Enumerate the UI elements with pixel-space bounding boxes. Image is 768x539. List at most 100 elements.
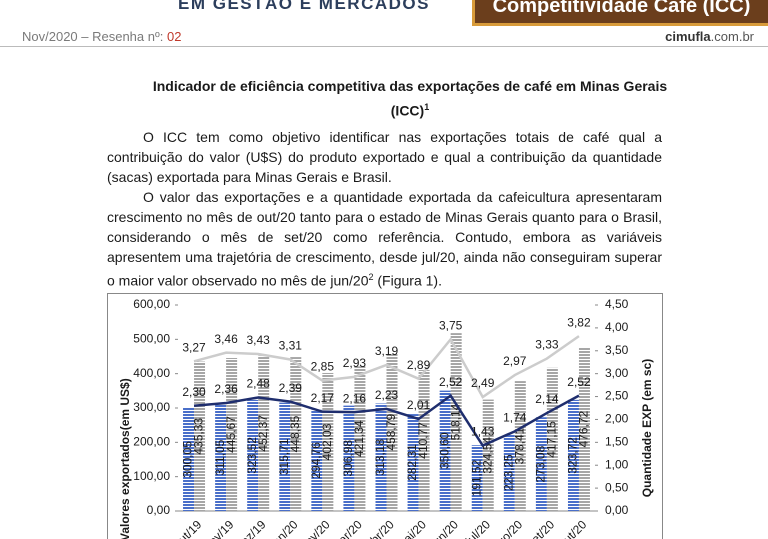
bar-value-label: 323,72 bbox=[566, 437, 580, 474]
badge: Competitividade Café (ICC) bbox=[472, 0, 768, 26]
brand: EM GESTÃO E MERCADOS bbox=[178, 0, 430, 13]
y-tick-label: 300,00 bbox=[133, 400, 170, 414]
x-tick-label: jun/20 bbox=[427, 517, 461, 539]
line-value-label: 2,16 bbox=[343, 391, 367, 405]
bar-value-label: 300,05 bbox=[181, 441, 195, 478]
bar-value-label: 313,18 bbox=[373, 439, 387, 476]
line-value-label: 3,82 bbox=[567, 315, 591, 329]
y2-tick-label: 0,50 bbox=[605, 480, 629, 494]
title-note: 1 bbox=[424, 102, 430, 112]
rule bbox=[0, 46, 768, 47]
paragraph: O valor das exportações e a quantidade e… bbox=[107, 187, 662, 291]
line-value-label: 3,27 bbox=[182, 340, 206, 354]
bar bbox=[311, 409, 323, 511]
line-value-label: 1,74 bbox=[503, 411, 527, 425]
x-tick-label: fev/20 bbox=[300, 517, 333, 539]
bar bbox=[194, 361, 206, 511]
line-value-label: 2,85 bbox=[311, 360, 335, 374]
bar-value-label: 323,52 bbox=[245, 437, 259, 474]
y2-tick-label: 0,00 bbox=[605, 503, 629, 517]
line-value-label: 2,30 bbox=[182, 385, 206, 399]
bar-value-label: 448,35 bbox=[288, 415, 302, 452]
x-tick-label: mai/20 bbox=[394, 517, 430, 539]
y-tick-label: 0,00 bbox=[147, 503, 171, 517]
bar bbox=[471, 445, 483, 511]
x-tick-label: jan/20 bbox=[267, 517, 301, 539]
bar-value-label: 315,71 bbox=[277, 438, 291, 475]
y2-tick-label: 4,50 bbox=[605, 297, 629, 311]
line-value-label: 3,43 bbox=[247, 333, 271, 347]
y-tick-label: 200,00 bbox=[133, 435, 170, 449]
x-tick-label: out/19 bbox=[171, 517, 205, 539]
line-value-label: 2,23 bbox=[375, 388, 399, 402]
bar bbox=[546, 367, 558, 511]
bar bbox=[226, 357, 238, 511]
bar-value-label: 458,79 bbox=[384, 414, 398, 451]
y2-tick-label: 2,00 bbox=[605, 412, 629, 426]
bar bbox=[279, 402, 291, 511]
bar-value-label: 476,72 bbox=[577, 410, 591, 447]
site-suffix: .com.br bbox=[710, 29, 754, 44]
line-value-label: 2,17 bbox=[311, 391, 335, 405]
bar-value-label: 311,05 bbox=[213, 439, 227, 475]
paragraph: O ICC tem como objetivo identificar nas … bbox=[107, 127, 662, 187]
line bbox=[193, 335, 580, 399]
bar-value-label: 421,34 bbox=[352, 420, 366, 457]
site[interactable]: cimufla.com.br bbox=[665, 29, 754, 44]
bar bbox=[418, 369, 430, 511]
bar bbox=[567, 399, 579, 511]
y2-tick-label: 2,50 bbox=[605, 389, 629, 403]
bar bbox=[407, 414, 419, 511]
y-tick-label: 100,00 bbox=[133, 469, 170, 483]
x-tick-label: ago/20 bbox=[489, 517, 525, 539]
bar-value-label: 294,76 bbox=[309, 442, 323, 479]
bar bbox=[290, 357, 302, 511]
x-tick-label: mar/20 bbox=[328, 517, 365, 539]
bar-value-label: 223,25 bbox=[501, 454, 515, 491]
bar bbox=[375, 403, 387, 511]
bar bbox=[482, 399, 494, 511]
y2-tick-label: 4,00 bbox=[605, 320, 629, 334]
y-tick-label: 600,00 bbox=[133, 297, 170, 311]
footnote-ref: 2 bbox=[368, 272, 374, 282]
line-value-label: 2,93 bbox=[343, 356, 367, 370]
y-axis-label: Valores exportados(em US$) bbox=[118, 378, 132, 539]
bar-value-label: 518,14 bbox=[448, 403, 462, 440]
bar bbox=[354, 366, 366, 511]
bar bbox=[578, 347, 590, 511]
chart-frame bbox=[107, 293, 663, 539]
line-value-label: 2,14 bbox=[535, 392, 559, 406]
issue-number: 02 bbox=[166, 29, 182, 44]
bar-value-label: 350,60 bbox=[437, 432, 451, 469]
bar-value-label: 410,77 bbox=[416, 422, 430, 459]
y2-tick-label: 1,00 bbox=[605, 457, 629, 471]
x-tick-label: abr/20 bbox=[363, 517, 397, 539]
x-tick-label: set/20 bbox=[524, 517, 557, 539]
issue: Nov/2020 – Resenha nº: 02 bbox=[22, 29, 181, 44]
issue-label: Nov/2020 – Resenha nº: bbox=[22, 29, 164, 44]
paragraph-text: O valor das exportações e a quantidade e… bbox=[107, 189, 662, 289]
line bbox=[193, 393, 580, 448]
bar bbox=[258, 355, 270, 511]
x-tick-label: nov/19 bbox=[201, 517, 237, 539]
bar bbox=[386, 353, 398, 511]
bar bbox=[503, 434, 515, 511]
line-value-label: 2,97 bbox=[503, 354, 527, 368]
line-value-label: 2,52 bbox=[567, 375, 591, 389]
bar bbox=[439, 390, 451, 511]
paragraph-text: (Figura 1). bbox=[373, 272, 442, 289]
line-value-label: 2,01 bbox=[407, 398, 431, 412]
x-tick-label: jul/20 bbox=[462, 517, 493, 539]
y2-axis-label: Quantidade EXP (em sc) bbox=[640, 359, 654, 498]
bar-value-label: 282,31 bbox=[405, 444, 419, 481]
y-tick-label: 400,00 bbox=[133, 366, 170, 380]
bar bbox=[535, 417, 547, 511]
line-value-label: 3,33 bbox=[535, 338, 559, 352]
x-tick-label: dez/19 bbox=[233, 517, 269, 539]
doc-title: Indicador de eficiência competitiva das … bbox=[140, 76, 680, 122]
bar bbox=[450, 333, 462, 511]
bar-value-label: 435,33 bbox=[192, 418, 206, 455]
bar-value-label: 273,08 bbox=[534, 445, 548, 482]
